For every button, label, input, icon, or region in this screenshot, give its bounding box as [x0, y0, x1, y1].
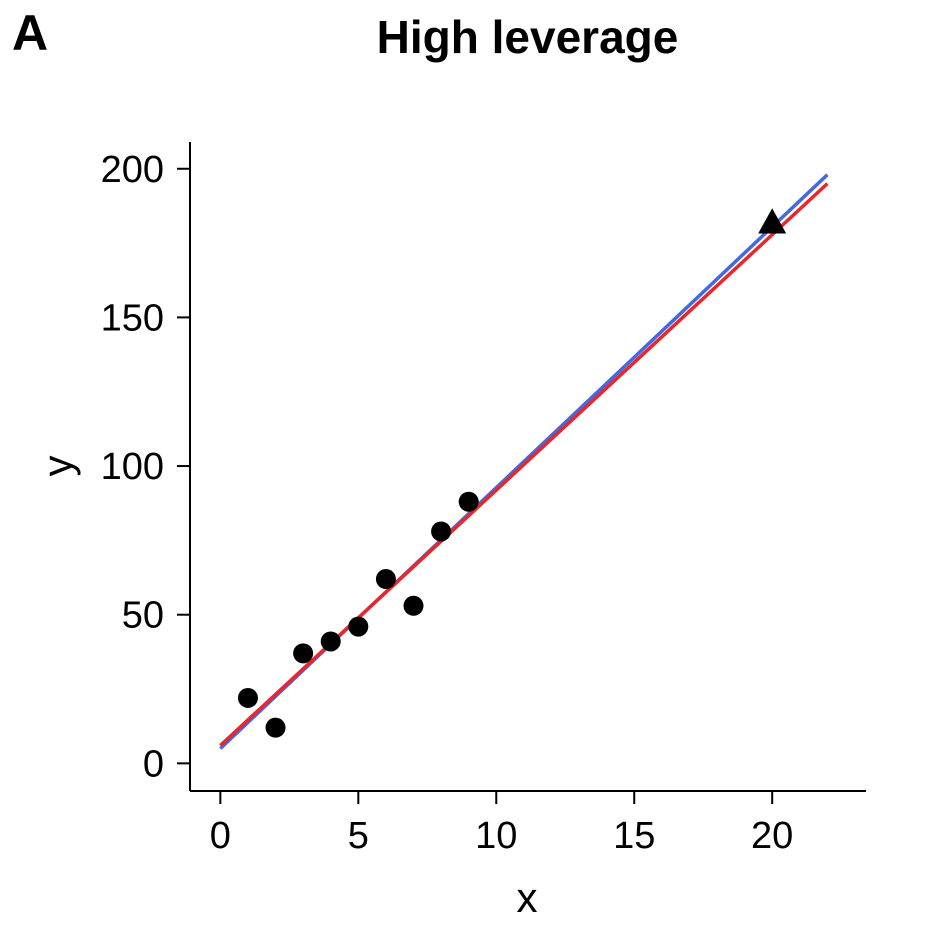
data-points — [237, 208, 787, 738]
data-point — [348, 616, 369, 637]
chart-title: High leverage — [376, 11, 679, 63]
y-axis-title: y — [34, 456, 81, 477]
axes: 0 50 100 150 200 0 5 10 15 20 — [101, 142, 866, 857]
x-tick-label: 20 — [751, 815, 793, 857]
data-point — [375, 569, 396, 590]
data-point — [431, 521, 452, 542]
x-tick-label: 5 — [348, 815, 369, 857]
data-point — [403, 595, 424, 616]
fit-lines — [219, 173, 829, 750]
y-ticks: 0 50 100 150 200 — [101, 149, 190, 785]
x-tick-label: 0 — [210, 815, 231, 857]
high-leverage-point — [758, 208, 787, 234]
data-point — [320, 631, 341, 652]
data-point — [237, 687, 258, 708]
y-tick-label: 150 — [101, 297, 164, 339]
y-tick-label: 0 — [143, 743, 164, 785]
x-tick-label: 15 — [613, 815, 655, 857]
data-point — [265, 717, 286, 738]
y-tick-label: 100 — [101, 446, 164, 488]
y-tick-label: 200 — [101, 149, 164, 191]
panel-label: A — [12, 5, 49, 61]
regression-line — [219, 182, 829, 747]
data-point — [293, 643, 314, 664]
x-tick-label: 10 — [475, 815, 517, 857]
x-ticks: 0 5 10 15 20 — [210, 791, 793, 857]
x-axis-title: x — [517, 874, 538, 921]
y-tick-label: 50 — [122, 595, 164, 637]
data-point — [458, 491, 479, 512]
